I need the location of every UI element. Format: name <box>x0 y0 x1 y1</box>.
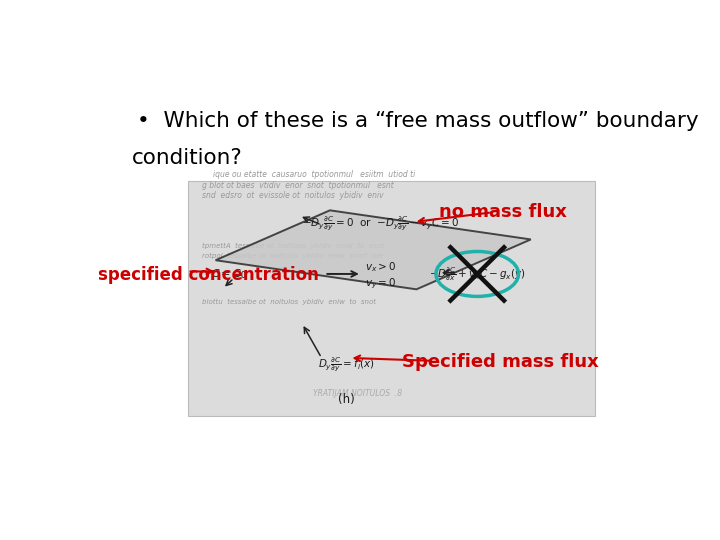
Polygon shape <box>215 210 531 289</box>
Text: no mass flux: no mass flux <box>439 204 567 221</box>
Text: $C=C_0$: $C=C_0$ <box>211 267 246 281</box>
Text: rotpol  tessalbe ot  noitulos  ybidiv  eniw  snort  ber: rotpol tessalbe ot noitulos ybidiv eniw … <box>202 253 383 259</box>
Text: YRATIJAM NOITULOS  .8: YRATIJAM NOITULOS .8 <box>313 389 402 398</box>
Text: •  Which of these is a “free mass outflow” boundary: • Which of these is a “free mass outflow… <box>138 111 699 131</box>
Text: Specified mass flux: Specified mass flux <box>402 353 598 371</box>
Text: g blot ot baes  vtidiv  enor  snot  tpotionmul   esnt: g blot ot baes vtidiv enor snot tpotionm… <box>202 181 393 190</box>
Text: $-D_y\frac{\partial C}{\partial y}=0$  or  $-D_y\frac{\partial C}{\partial y}-v_: $-D_y\frac{\partial C}{\partial y}=0$ or… <box>302 215 459 233</box>
Text: (h): (h) <box>338 393 355 406</box>
Text: $D_y\frac{\partial C}{\partial y}=f_i(x)$: $D_y\frac{\partial C}{\partial y}=f_i(x)… <box>318 356 375 374</box>
Text: $-D\frac{\partial C}{\partial x}+v_x C-g_x(y)$: $-D\frac{\partial C}{\partial x}+v_x C-g… <box>429 265 526 283</box>
Text: condition?: condition? <box>132 148 243 168</box>
Text: snd  edsro  ot  evissole ot  noitulos  ybidiv  eniv: snd edsro ot evissole ot noitulos ybidiv… <box>202 191 383 200</box>
Text: tpmettA  tessalbe ot  noitulos  ybidiv  eniw  to  snot: tpmettA tessalbe ot noitulos ybidiv eniw… <box>202 242 384 249</box>
Text: ique ou etatte  causaruo  tpotionmul   esiitm  utiod ti: ique ou etatte causaruo tpotionmul esiit… <box>213 171 415 179</box>
Text: specified concentration: specified concentration <box>99 266 319 284</box>
FancyBboxPatch shape <box>188 181 595 416</box>
Text: blottu  tessalbe ot  noitulos  ybidiv  eniw  to  snot: blottu tessalbe ot noitulos ybidiv eniw … <box>202 299 376 305</box>
Text: $v_x>0$
$v_y=0$: $v_x>0$ $v_y=0$ <box>364 261 396 291</box>
